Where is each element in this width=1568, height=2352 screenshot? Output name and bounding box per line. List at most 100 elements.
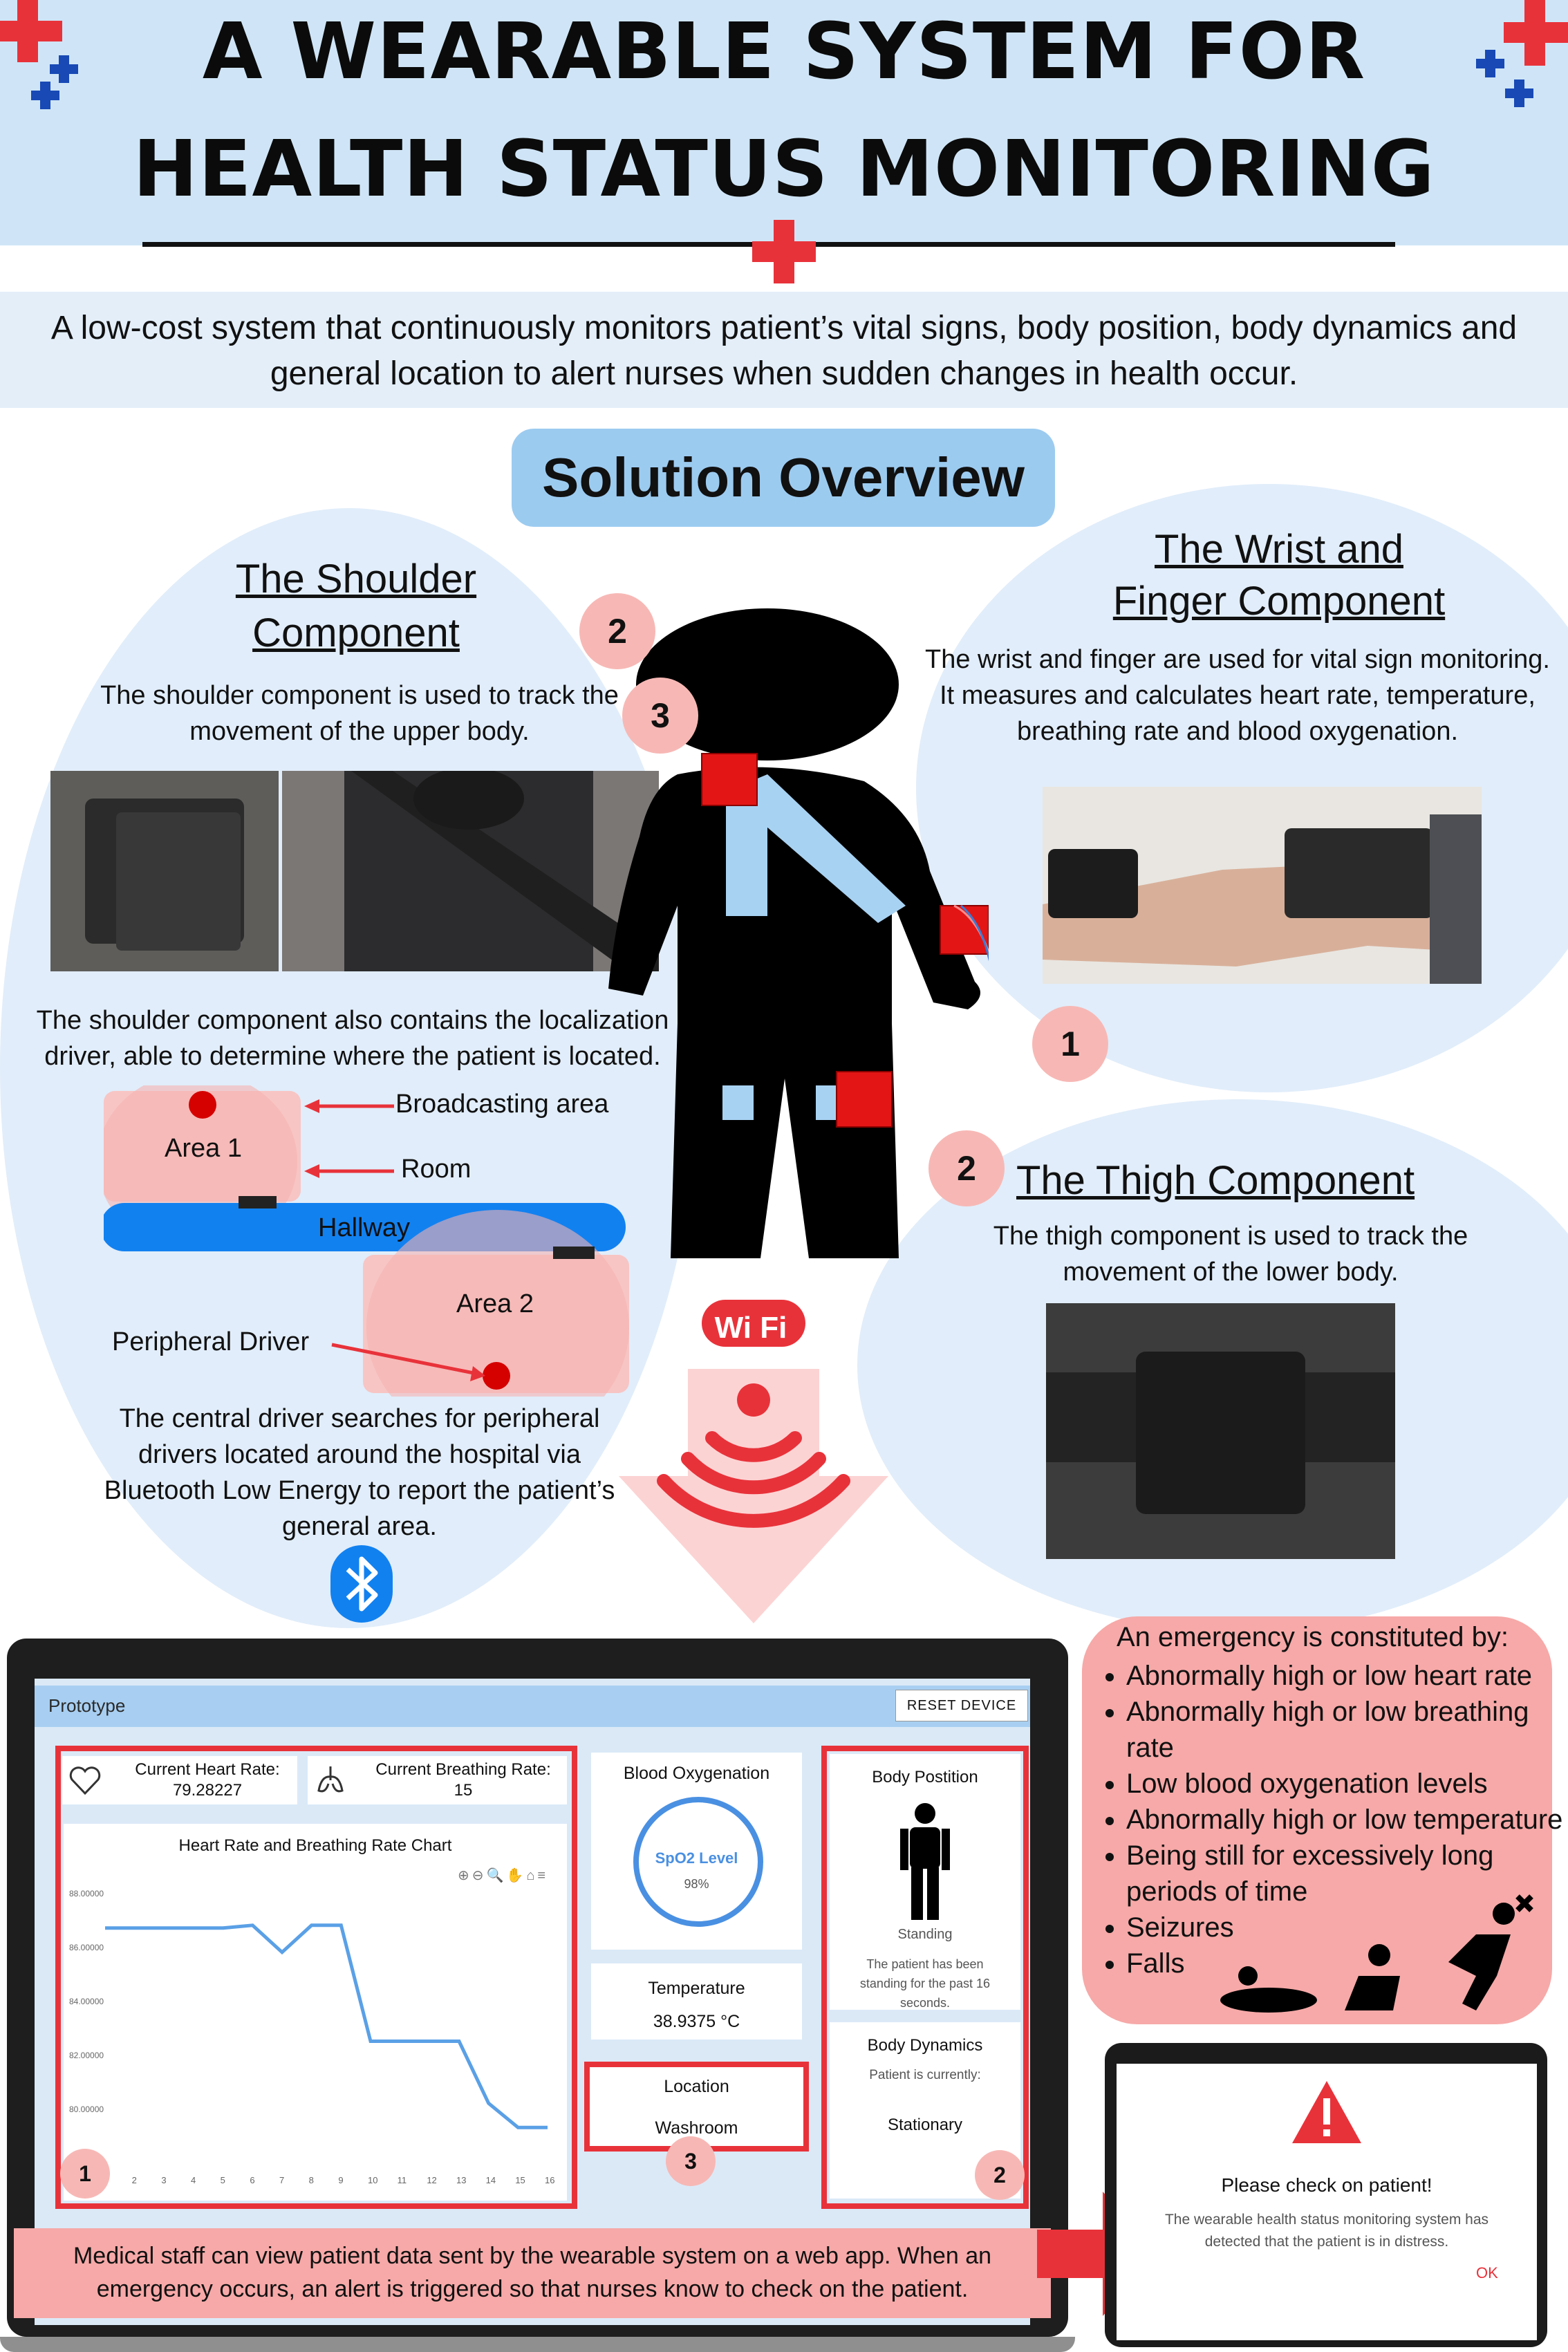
chart-title: Heart Rate and Breathing Rate Chart bbox=[178, 1836, 452, 1855]
spo2-label: SpO2 Level bbox=[655, 1849, 738, 1867]
alert-dialog: Please check on patient! The wearable he… bbox=[1117, 2064, 1537, 2340]
wrist-photo bbox=[1043, 787, 1482, 984]
human-silhouette bbox=[601, 608, 1020, 1272]
seizure-icon bbox=[1220, 1944, 1400, 2013]
x-tick-label: 4 bbox=[191, 2175, 196, 2185]
title-line-2: HEALTH STATUS MONITORING bbox=[133, 124, 1435, 214]
heart-rate-card: Current Heart Rate: 79.28227 bbox=[62, 1756, 297, 1804]
app-badge-1: 1 bbox=[60, 2149, 110, 2199]
breathing-rate-label: Current Breathing Rate: bbox=[375, 1760, 551, 1779]
emergency-item: Low blood oxygenation levels bbox=[1126, 1766, 1568, 1802]
panel-1-frame bbox=[55, 1746, 577, 2209]
emergency-title: An emergency is constituted by: bbox=[1117, 1622, 1509, 1652]
alert-title: Please check on patient! bbox=[1221, 2174, 1432, 2196]
shoulder-text: The shoulder component is used to track … bbox=[100, 681, 619, 746]
central-driver-text: The central driver searches for peripher… bbox=[104, 1404, 615, 1541]
x-tick-label: 2 bbox=[132, 2175, 137, 2185]
shoulder-photo-back bbox=[50, 771, 279, 971]
emergency-box: An emergency is constituted by: Abnormal… bbox=[1082, 1616, 1562, 2024]
x-tick-label: 6 bbox=[250, 2175, 254, 2185]
spo2-value: 98% bbox=[684, 1877, 709, 1891]
header-banner bbox=[0, 0, 1568, 245]
heart-rate-value: 79.28227 bbox=[172, 1781, 243, 1800]
series-line bbox=[105, 1923, 548, 2129]
body-dynamics-value: Stationary bbox=[887, 2116, 963, 2134]
medical-cross-icon bbox=[1466, 0, 1568, 118]
x-tick-label: 11 bbox=[398, 2175, 407, 2185]
x-tick-label: 7 bbox=[279, 2175, 284, 2185]
badge-1: 1 bbox=[1032, 1006, 1108, 1082]
shoulder-photo-front bbox=[282, 771, 659, 971]
app-badge-3: 3 bbox=[666, 2136, 716, 2186]
chart-toolbar[interactable]: ⊕⊖🔍✋⌂≡ bbox=[458, 1868, 549, 1883]
thigh-heading: The Thigh Component bbox=[1016, 1158, 1415, 1203]
body-dynamics-label: Body Dynamics bbox=[867, 2036, 983, 2055]
y-tick-label: 82.00000 bbox=[69, 2051, 104, 2060]
app-title: Prototype bbox=[48, 1695, 126, 1716]
x-tick-label: 5 bbox=[221, 2175, 225, 2185]
breathing-rate-value: 15 bbox=[454, 1781, 473, 1800]
emergency-item: Abnormally high or low heart rate bbox=[1126, 1658, 1568, 1694]
intro-text: A low-cost system that continuously moni… bbox=[0, 292, 1568, 408]
body-dynamics-sub: Patient is currently: bbox=[869, 2068, 981, 2082]
x-tick-label: 3 bbox=[161, 2175, 166, 2185]
thigh-text: The thigh component is used to track the… bbox=[993, 1222, 1468, 1287]
spo2-gauge bbox=[633, 1797, 763, 1927]
y-tick-label: 86.00000 bbox=[69, 1943, 104, 1952]
shoulder-heading-2: Component bbox=[252, 610, 460, 655]
badge-2-thigh: 2 bbox=[928, 1130, 1005, 1206]
shoulder-bubble bbox=[0, 508, 698, 1628]
emergency-item: Being still for excessively long periods… bbox=[1126, 1838, 1568, 1910]
temperature-value: 38.9375 °C bbox=[653, 2012, 740, 2031]
temperature-label: Temperature bbox=[648, 1979, 745, 1998]
x-tick-label: 14 bbox=[486, 2175, 496, 2185]
reset-device-button[interactable]: RESET DEVICE bbox=[895, 1690, 1028, 1721]
thigh-photo bbox=[1046, 1303, 1395, 1559]
blood-oxygenation-card: Blood Oxygenation SpO2 Level 98% bbox=[591, 1753, 802, 1950]
emergency-item: Abnormally high or low temperature bbox=[1126, 1802, 1568, 1838]
location-label: Location bbox=[664, 2077, 729, 2096]
app-header-bar bbox=[35, 1686, 1030, 1727]
wifi-signal-icon bbox=[615, 1300, 892, 1625]
x-tick-label: 16 bbox=[545, 2175, 554, 2185]
emergency-list: Abnormally high or low heart rate Abnorm… bbox=[1082, 1658, 1568, 1981]
app-badge-2: 2 bbox=[975, 2150, 1025, 2200]
bluetooth-icon bbox=[330, 1545, 393, 1626]
web-app-caption: Medical staff can view patient data sent… bbox=[14, 2228, 1051, 2318]
warning-icon bbox=[1292, 2081, 1361, 2143]
heart-rate-label: Current Heart Rate: bbox=[135, 1760, 280, 1779]
localization-diagram bbox=[97, 1072, 643, 1445]
fall-icon bbox=[1448, 1894, 1533, 2010]
x-tick-label: 9 bbox=[338, 2175, 343, 2185]
emergency-item: Abnormally high or low breathing rate bbox=[1126, 1694, 1568, 1766]
temperature-card: Temperature 38.9375 °C bbox=[591, 1963, 802, 2040]
alert-ok-button[interactable]: OK bbox=[1476, 2264, 1498, 2281]
emergency-item: Falls bbox=[1126, 1945, 1568, 1981]
y-tick-label: 84.00000 bbox=[69, 1997, 104, 2006]
x-tick-label: 13 bbox=[456, 2175, 466, 2185]
wifi-label: Wi Fi bbox=[714, 1311, 787, 1345]
badge-3: 3 bbox=[622, 678, 698, 754]
line-chart: 88.00000 86.00000 84.00000 82.00000 80.00000… bbox=[69, 1889, 554, 2185]
broadcasting-label: Broadcasting area bbox=[395, 1090, 609, 1119]
wrist-heading-1: The Wrist and bbox=[1155, 527, 1403, 572]
wrist-heading-2: Finger Component bbox=[1112, 579, 1446, 624]
panel-2-frame bbox=[821, 1746, 1029, 2209]
wrist-text: The wrist and finger are used for vital … bbox=[925, 645, 1550, 746]
hallway-label: Hallway bbox=[318, 1213, 411, 1242]
room-label: Room bbox=[401, 1155, 472, 1184]
y-tick-label: 80.00000 bbox=[69, 2104, 104, 2114]
body-position-label: Body Postition bbox=[872, 1768, 978, 1786]
medical-cross-icon bbox=[0, 0, 78, 109]
solution-overview-heading: Solution Overview bbox=[512, 429, 1055, 527]
location-value: Washroom bbox=[655, 2118, 738, 2138]
title-line-1: A WEARABLE SYSTEM FOR bbox=[202, 7, 1366, 97]
laptop-base bbox=[0, 2337, 1075, 2352]
x-tick-label: 8 bbox=[309, 2175, 314, 2185]
x-tick-label: 12 bbox=[427, 2175, 436, 2185]
lungs-icon bbox=[317, 1766, 344, 1793]
breathing-rate-card: Current Breathing Rate: 15 bbox=[308, 1756, 567, 1804]
chart-card: Heart Rate and Breathing Rate Chart ⊕⊖🔍✋… bbox=[64, 1824, 567, 2201]
medical-cross-icon bbox=[752, 220, 816, 287]
x-tick-label: 10 bbox=[368, 2175, 377, 2185]
